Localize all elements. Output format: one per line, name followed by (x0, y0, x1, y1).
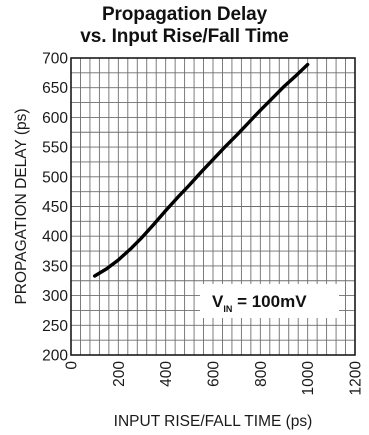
y-tick-label: 250 (42, 318, 68, 335)
x-tick-label: 400 (158, 361, 175, 387)
y-axis-label: PROPAGATION DELAY (ps) (13, 108, 30, 304)
x-tick-label: 0 (64, 361, 81, 370)
x-axis-label: INPUT RISE/FALL TIME (ps) (114, 413, 313, 430)
x-tick-label: 200 (111, 361, 128, 387)
annotation-symbol: V (212, 292, 224, 311)
x-tick-label: 1000 (300, 361, 317, 396)
x-tick-label: 600 (206, 361, 223, 387)
y-tick-label: 650 (42, 80, 68, 97)
annotation-rest: = 100mV (232, 292, 307, 311)
chart-grid (70, 57, 356, 356)
y-tick-label: 550 (42, 140, 68, 157)
plot-frame (70, 57, 356, 356)
y-tick-label: 300 (42, 288, 68, 305)
y-tick-label: 400 (42, 229, 68, 246)
chart-title-line2: vs. Input Rise/Fall Time (80, 26, 289, 47)
annotation-text: VIN = 100mV (212, 292, 307, 314)
series-line (92, 62, 310, 278)
y-tick-label: 350 (42, 258, 68, 275)
annotation-background (200, 284, 339, 318)
annotation-subscript: IN (223, 304, 232, 314)
y-tick-label: 450 (42, 199, 68, 216)
annotation-box: VIN = 100mV (200, 284, 339, 318)
y-tick-labels: 200 250 300 350 400 450 500 550 600 650 700 (42, 51, 68, 365)
y-tick-label: 700 (42, 51, 68, 68)
x-tick-labels: 0 200 400 600 800 1000 1200 (64, 361, 365, 396)
chart-title-line1: Propagation Delay (101, 4, 268, 25)
y-tick-label: 200 (42, 348, 68, 365)
x-tick-label: 800 (253, 361, 270, 387)
x-tick-label: 1200 (348, 361, 365, 396)
y-tick-label: 500 (42, 169, 68, 186)
y-tick-label: 600 (42, 110, 68, 127)
chart-title: Propagation Delay vs. Input Rise/Fall Ti… (0, 4, 369, 48)
